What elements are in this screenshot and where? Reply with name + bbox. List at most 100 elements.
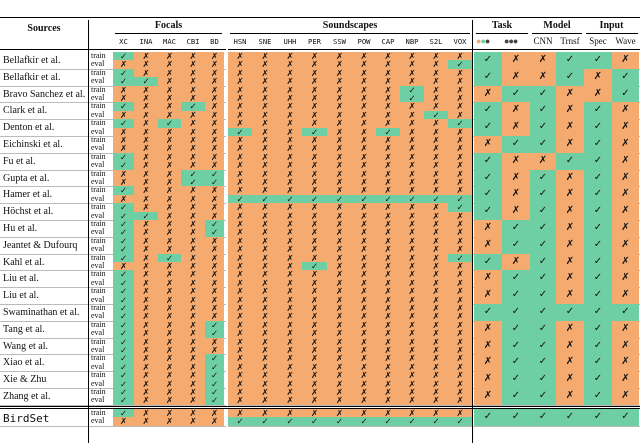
eval-cell: ✗ <box>252 228 278 237</box>
meta-cell: ✓ <box>584 152 612 170</box>
eval-cell: ✗ <box>113 94 134 103</box>
meta-cell: ✓ <box>612 85 639 103</box>
train-label: train <box>91 135 106 144</box>
meta-cell: ✓ <box>584 220 612 237</box>
meta-cell: ✗ <box>556 270 584 288</box>
eval-cell: ✗ <box>205 346 224 355</box>
train-cell: ✗ <box>134 253 158 262</box>
train-cell: ✗ <box>352 68 376 78</box>
meta-cell: ✗ <box>502 152 530 170</box>
train-cell: ✗ <box>134 85 158 94</box>
train-cell: ✗ <box>113 169 134 178</box>
birdset-rule <box>0 405 640 407</box>
train-cell: ✗ <box>181 220 205 229</box>
train-cell: ✗ <box>228 253 252 262</box>
eval-cell: ✗ <box>278 262 302 271</box>
meta-cell: ✗ <box>556 85 584 103</box>
train-cell: ✗ <box>302 186 327 195</box>
eval-cell: ✓ <box>134 211 158 220</box>
train-cell: ✗ <box>352 354 376 363</box>
source-name: Bellafkir et al. <box>3 55 61 66</box>
eval-cell: ✗ <box>302 211 327 220</box>
train-cell: ✗ <box>134 371 158 380</box>
train-cell: ✗ <box>228 136 252 145</box>
eval-cell: ✗ <box>327 329 352 338</box>
eval-cell: ✗ <box>424 262 448 271</box>
train-cell: ✗ <box>134 236 158 246</box>
meta-cell: ✗ <box>612 52 639 69</box>
meta-cell: ✗ <box>530 68 556 86</box>
train-cell: ✗ <box>158 152 181 162</box>
train-cell: ✗ <box>424 371 448 380</box>
train-cell: ✗ <box>376 85 400 94</box>
train-cell: ✗ <box>302 119 327 128</box>
train-cell: ✗ <box>205 270 224 279</box>
eval-cell: ✗ <box>400 362 424 372</box>
eval-cell: ✗ <box>302 144 327 153</box>
eval-cell: ✓ <box>113 245 134 254</box>
train-cell: ✗ <box>400 203 424 212</box>
focal-col-mac: MAC <box>163 37 176 46</box>
train-cell: ✗ <box>158 354 181 363</box>
eval-cell: ✗ <box>278 127 302 136</box>
meta-cell: ✓ <box>530 287 556 304</box>
train-cell: ✗ <box>205 236 224 246</box>
train-cell: ✗ <box>400 320 424 330</box>
eval-cell: ✗ <box>134 278 158 288</box>
eval-cell: ✗ <box>113 417 134 426</box>
eval-cell: ✓ <box>228 417 252 426</box>
eval-cell: ✗ <box>134 161 158 170</box>
train-cell: ✗ <box>158 186 181 195</box>
train-cell: ✗ <box>278 119 302 128</box>
train-cell: ✗ <box>448 371 472 380</box>
source-name: Hu et al. <box>3 223 38 234</box>
train-cell: ✗ <box>181 337 205 346</box>
meta-cell: ✓ <box>530 408 556 426</box>
eval-cell: ✗ <box>134 94 158 103</box>
eval-cell: ✗ <box>400 312 424 321</box>
sep-sources <box>88 20 89 443</box>
train-cell: ✓ <box>158 253 181 262</box>
meta-cell: ✓ <box>530 304 556 321</box>
eval-label: eval <box>91 176 105 186</box>
train-cell: ✗ <box>278 408 302 418</box>
train-cell: ✗ <box>252 253 278 262</box>
train-cell: ✗ <box>228 337 252 346</box>
eval-cell: ✗ <box>134 110 158 120</box>
eval-cell: ✗ <box>400 211 424 220</box>
source-name: Tang et al. <box>3 323 45 335</box>
train-cell: ✗ <box>302 287 327 296</box>
eval-cell: ✗ <box>376 295 400 304</box>
train-cell: ✗ <box>352 236 376 246</box>
meta-cell: ✗ <box>530 52 556 69</box>
train-cell: ✗ <box>424 287 448 296</box>
eval-cell: ✗ <box>158 127 181 136</box>
eval-cell: ✗ <box>400 127 424 136</box>
eval-cell: ✗ <box>134 178 158 187</box>
eval-cell: ✗ <box>181 362 205 372</box>
train-cell: ✗ <box>400 354 424 363</box>
train-cell: ✗ <box>302 253 327 262</box>
train-cell: ✗ <box>352 102 376 111</box>
train-cell: ✗ <box>181 253 205 262</box>
train-cell: ✗ <box>400 119 424 128</box>
train-cell: ✗ <box>228 371 252 380</box>
train-cell: ✗ <box>205 119 224 128</box>
train-cell: ✗ <box>228 119 252 128</box>
meta-cell: ✗ <box>502 119 530 136</box>
train-cell: ✗ <box>252 371 278 380</box>
eval-cell: ✓ <box>302 194 327 204</box>
eval-cell: ✓ <box>376 417 400 426</box>
meta-cell: ✓ <box>474 102 502 120</box>
train-cell: ✗ <box>400 236 424 246</box>
eval-cell: ✗ <box>134 127 158 136</box>
train-cell: ✗ <box>205 85 224 94</box>
eval-cell: ✗ <box>205 211 224 220</box>
eval-label: eval <box>91 416 105 426</box>
train-cell: ✓ <box>113 186 134 195</box>
eval-cell: ✗ <box>400 295 424 304</box>
header-underline-soundscapes <box>230 33 470 34</box>
source-name: Kahl et al. <box>3 256 45 268</box>
train-cell: ✗ <box>158 408 181 418</box>
meta-cell: ✓ <box>474 203 502 220</box>
